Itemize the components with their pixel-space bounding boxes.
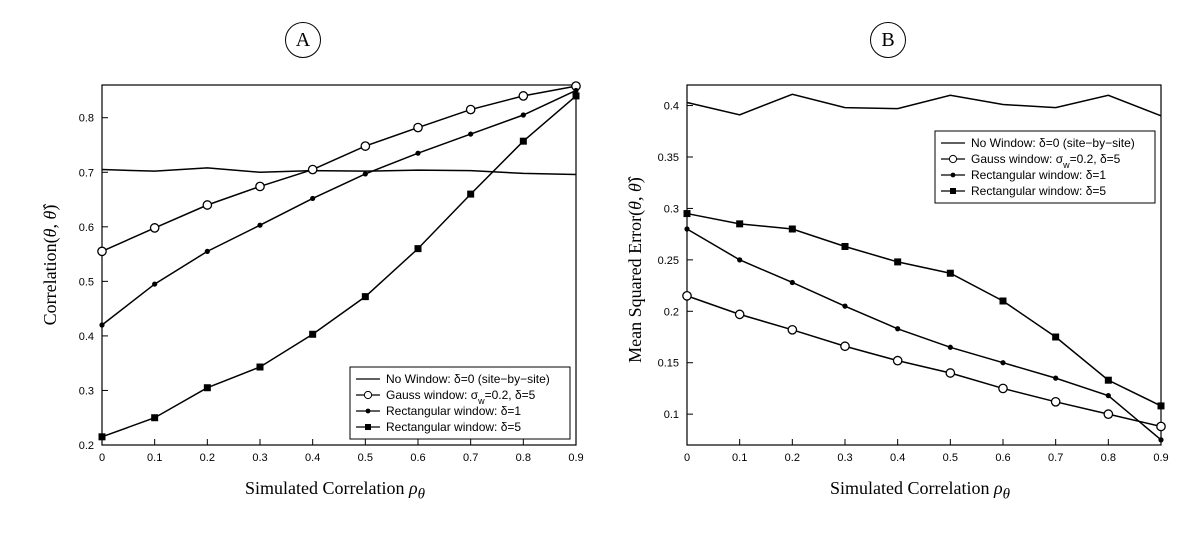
chart-A-ylabel: Correlation(θ, θ̂) bbox=[40, 135, 61, 395]
chart-A-svg: 0 0.1 0.2 0.3 0.4 0.5 0.6 0.7 0.8 0.9 0.2 0.3 0.4 0.5… bbox=[30, 75, 590, 505]
svg-text:0.6: 0.6 bbox=[79, 222, 94, 234]
svg-text:0.3: 0.3 bbox=[837, 452, 852, 464]
svg-text:0.7: 0.7 bbox=[463, 452, 478, 464]
svg-text:0.25: 0.25 bbox=[658, 255, 679, 267]
svg-text:0.1: 0.1 bbox=[732, 452, 747, 464]
svg-text:0.3: 0.3 bbox=[252, 452, 267, 464]
figure-container: A B 0 0.1 0.2 0.3 0.4 0.5 0.6 0.7 0.8 0.9 0.2 0.3 0.… bbox=[0, 0, 1200, 542]
svg-text:0.3: 0.3 bbox=[79, 385, 94, 397]
svg-text:Rectangular window: δ=5: Rectangular window: δ=5 bbox=[971, 184, 1106, 198]
svg-text:0.6: 0.6 bbox=[995, 452, 1010, 464]
panel-label-A-text: A bbox=[296, 29, 310, 52]
svg-text:0.3: 0.3 bbox=[664, 203, 679, 215]
svg-text:0.5: 0.5 bbox=[943, 452, 958, 464]
svg-text:0.15: 0.15 bbox=[658, 358, 679, 370]
svg-text:0.6: 0.6 bbox=[410, 452, 425, 464]
svg-text:0: 0 bbox=[99, 452, 105, 464]
svg-text:0.5: 0.5 bbox=[79, 276, 94, 288]
svg-text:No Window: δ=0 (site−by−site): No Window: δ=0 (site−by−site) bbox=[386, 372, 550, 386]
panel-label-A: A bbox=[285, 22, 321, 58]
svg-text:0.9: 0.9 bbox=[1153, 452, 1168, 464]
svg-text:0: 0 bbox=[684, 452, 690, 464]
chart-B-svg: 0 0.1 0.2 0.3 0.4 0.5 0.6 0.7 0.8 0.9 0.1 0.15 0.2 0.… bbox=[615, 75, 1175, 505]
svg-text:0.4: 0.4 bbox=[890, 452, 905, 464]
svg-text:Rectangular window: δ=1: Rectangular window: δ=1 bbox=[386, 404, 521, 418]
svg-text:0.8: 0.8 bbox=[79, 113, 94, 125]
svg-text:No Window: δ=0 (site−by−site): No Window: δ=0 (site−by−site) bbox=[971, 136, 1135, 150]
chart-B-xlabel: Simulated Correlation ρθ bbox=[705, 478, 1135, 504]
svg-text:0.2: 0.2 bbox=[79, 440, 94, 452]
svg-text:0.4: 0.4 bbox=[664, 101, 679, 113]
panel-label-B-text: B bbox=[881, 29, 894, 52]
svg-text:0.4: 0.4 bbox=[79, 331, 94, 343]
chart-A: 0 0.1 0.2 0.3 0.4 0.5 0.6 0.7 0.8 0.9 0.2 0.3 0.4 0.5… bbox=[30, 75, 590, 505]
svg-text:0.9: 0.9 bbox=[568, 452, 583, 464]
svg-text:0.2: 0.2 bbox=[200, 452, 215, 464]
svg-text:0.8: 0.8 bbox=[516, 452, 531, 464]
svg-text:0.1: 0.1 bbox=[147, 452, 162, 464]
chart-A-xlabel: Simulated Correlation ρθ bbox=[120, 478, 550, 504]
svg-text:0.4: 0.4 bbox=[305, 452, 320, 464]
svg-text:0.7: 0.7 bbox=[79, 167, 94, 179]
svg-text:0.8: 0.8 bbox=[1101, 452, 1116, 464]
svg-text:0.2: 0.2 bbox=[785, 452, 800, 464]
svg-text:0.7: 0.7 bbox=[1048, 452, 1063, 464]
panel-label-B: B bbox=[870, 22, 906, 58]
svg-text:0.5: 0.5 bbox=[358, 452, 373, 464]
svg-text:0.35: 0.35 bbox=[658, 152, 679, 164]
svg-text:Rectangular window: δ=1: Rectangular window: δ=1 bbox=[971, 168, 1106, 182]
chart-B-ylabel: Mean Squared Error(θ, θ̂) bbox=[625, 125, 646, 415]
svg-text:0.2: 0.2 bbox=[664, 306, 679, 318]
svg-text:Rectangular window: δ=5: Rectangular window: δ=5 bbox=[386, 420, 521, 434]
svg-text:0.1: 0.1 bbox=[664, 409, 679, 421]
chart-B: 0 0.1 0.2 0.3 0.4 0.5 0.6 0.7 0.8 0.9 0.1 0.15 0.2 0.… bbox=[615, 75, 1175, 505]
